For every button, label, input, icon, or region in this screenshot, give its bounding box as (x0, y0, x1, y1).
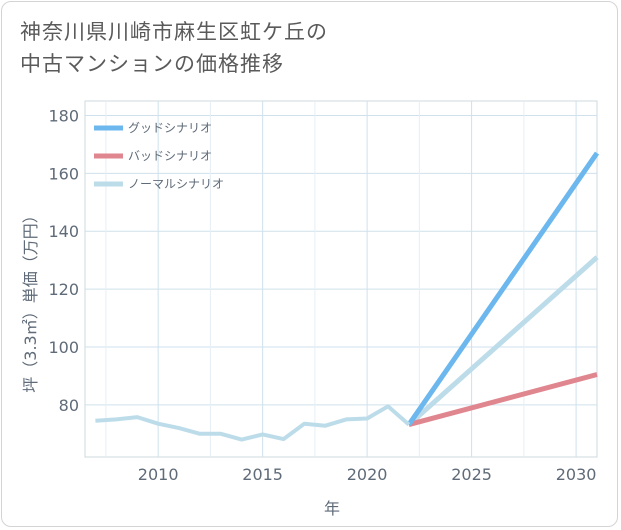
ticks: 80 100 120 140 160 180 2010 2015 2020 2025 2030 (48, 106, 596, 484)
chart-title: 神奈川県川崎市麻生区虹ケ丘の 中古マンションの価格推移 (20, 16, 580, 80)
legend-item-normal-label: ノーマルシナリオ (128, 177, 224, 191)
y-tick-label: 140 (48, 222, 79, 241)
series-line-bad (408, 372, 598, 428)
y-tick-label: 180 (48, 106, 79, 125)
grid (85, 101, 597, 457)
x-tick-label: 2025 (451, 465, 492, 484)
x-axis-title: 年 (324, 499, 340, 518)
y-tick-label: 100 (48, 338, 79, 357)
x-tick-label: 2020 (347, 465, 388, 484)
x-tick-label: 2010 (138, 465, 179, 484)
legend-item-good-label: グッドシナリオ (128, 121, 212, 135)
chart-title-line-1: 神奈川県川崎市麻生区虹ケ丘の (20, 20, 328, 44)
y-tick-label: 120 (48, 280, 79, 299)
x-tick-label: 2030 (556, 465, 597, 484)
series-line-normal (407, 255, 599, 427)
y-tick-label: 160 (48, 164, 79, 183)
series-layer (95, 151, 600, 442)
series-line-good (406, 151, 600, 427)
legend-item-bad-label: バッドシナリオ (128, 149, 212, 163)
y-axis-title: 坪（3.3㎡）単価（万円） (21, 207, 40, 392)
series-line-actual (95, 404, 411, 442)
y-tick-label: 80 (59, 396, 79, 415)
x-tick-label: 2015 (242, 465, 283, 484)
chart-title-line-2: 中古マンションの価格推移 (20, 52, 284, 76)
